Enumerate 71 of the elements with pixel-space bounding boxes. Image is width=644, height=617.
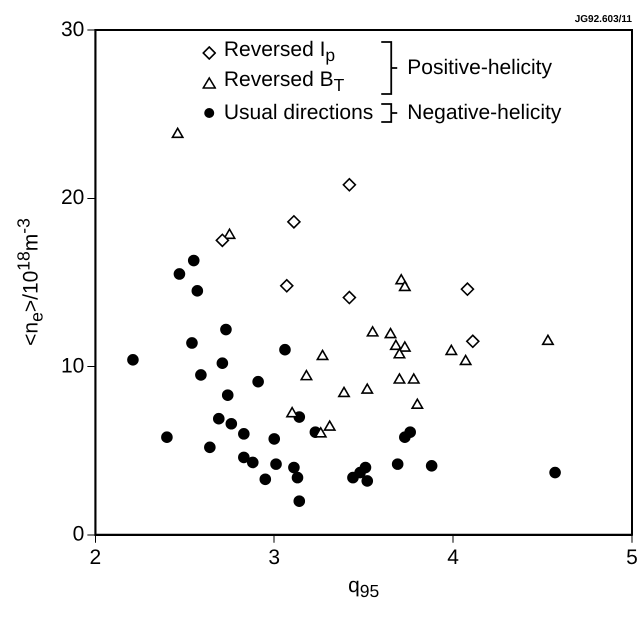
y-tick-label: 0 (72, 522, 84, 546)
point (127, 354, 139, 366)
point (220, 324, 232, 336)
x-tick-label: 5 (626, 546, 638, 570)
point (392, 458, 404, 470)
point (270, 458, 282, 470)
x-tick-label: 2 (90, 546, 102, 570)
point (354, 466, 366, 478)
point (366, 326, 379, 337)
point (426, 460, 438, 472)
point (246, 456, 259, 468)
y-tick-label: 10 (61, 354, 84, 378)
point (226, 418, 238, 430)
point (316, 350, 329, 360)
point (549, 466, 561, 478)
point (259, 473, 272, 486)
point (338, 386, 350, 398)
point (384, 328, 397, 338)
annotation: Positive-helicity (407, 55, 554, 81)
point (216, 357, 228, 369)
point (188, 254, 200, 266)
point (216, 234, 230, 248)
point (186, 337, 198, 349)
point (279, 344, 291, 356)
legend-label: Usual directions (224, 100, 374, 126)
point (542, 334, 554, 346)
point (445, 344, 458, 356)
point (222, 389, 234, 401)
point (324, 420, 336, 431)
point (174, 268, 186, 280)
annotation: Negative-helicity (407, 100, 562, 126)
point (238, 452, 250, 464)
point (342, 178, 356, 192)
legend-label: Reversed I$_{p}$ (224, 38, 336, 66)
point (293, 495, 306, 507)
point (398, 280, 411, 292)
point (466, 334, 480, 348)
point (280, 278, 294, 293)
point (161, 431, 173, 444)
point (300, 370, 312, 380)
point (192, 285, 204, 297)
point (224, 228, 236, 240)
x-tick-label: 3 (268, 546, 280, 570)
x-axis-title: q$_{95}$ (348, 572, 380, 603)
point (314, 427, 327, 438)
point (460, 282, 474, 296)
point (393, 373, 406, 384)
point (390, 340, 402, 350)
point (252, 376, 264, 388)
y-tick-label: 20 (61, 186, 84, 210)
point (404, 426, 416, 438)
point (361, 475, 374, 487)
point (204, 442, 216, 454)
y-tick-label: 30 (61, 18, 84, 41)
point (268, 433, 280, 445)
point (361, 383, 374, 394)
point (288, 462, 300, 474)
point (195, 369, 207, 381)
point (460, 354, 472, 366)
legend-label: Reversed B$_{T}$ (224, 67, 344, 98)
point (287, 215, 301, 229)
point (342, 290, 356, 304)
point (408, 373, 420, 384)
point (212, 412, 225, 424)
point (292, 472, 304, 484)
point (393, 348, 406, 359)
point (411, 398, 424, 410)
point (238, 428, 250, 440)
x-tick-label: 4 (447, 546, 460, 570)
text: JG92.603/11 (574, 14, 632, 25)
point (172, 128, 184, 138)
